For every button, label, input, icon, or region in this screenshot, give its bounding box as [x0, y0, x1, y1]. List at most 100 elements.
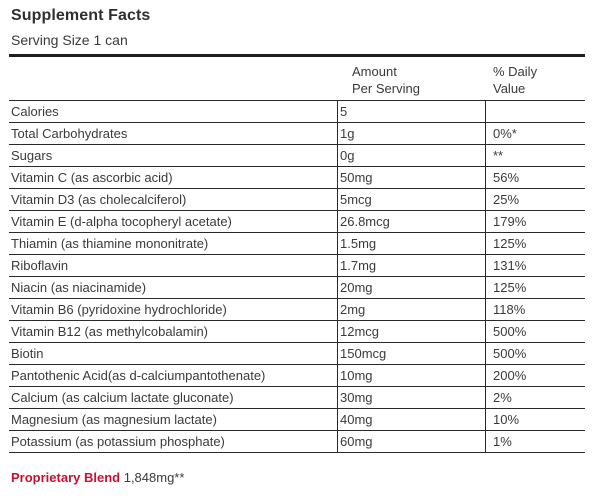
serving-size: Serving Size 1 can	[11, 32, 128, 48]
column-divider	[337, 211, 338, 232]
column-divider	[485, 123, 486, 144]
nutrient-amount: 1.5mg	[340, 236, 377, 251]
column-divider	[337, 123, 338, 144]
nutrient-daily-value: 131%	[493, 258, 527, 273]
header-rule	[9, 100, 585, 101]
nutrient-name: Sugars	[11, 148, 53, 163]
table-row: Total Carbohydrates 1g 0%*	[9, 123, 585, 145]
column-divider	[485, 101, 486, 122]
nutrient-name: Vitamin D3 (as cholecalciferol)	[11, 192, 187, 207]
table-row: Pantothenic Acid(as d-calciumpantothenat…	[9, 365, 585, 387]
nutrient-daily-value: 500%	[493, 346, 527, 361]
table-row: Calories 5	[9, 101, 585, 123]
amount-header-line1: Amount	[352, 64, 397, 79]
nutrient-amount: 12mcg	[340, 324, 380, 339]
nutrient-amount: 60mg	[340, 434, 373, 449]
facts-table: Calories 5 Total Carbohydrates 1g 0%* Sugars 0…	[9, 101, 585, 453]
nutrient-daily-value: 1%	[493, 434, 512, 449]
nutrient-amount: 2mg	[340, 302, 366, 317]
nutrient-amount: 30mg	[340, 390, 373, 405]
column-divider	[337, 387, 338, 408]
column-divider	[337, 431, 338, 452]
nutrient-name: Niacin (as niacinamide)	[11, 280, 147, 295]
nutrient-name: Thiamin (as thiamine mononitrate)	[11, 236, 209, 251]
column-divider	[485, 365, 486, 386]
daily-value-column-header: % Daily Value	[493, 63, 537, 97]
column-divider	[485, 387, 486, 408]
dv-header-line1: % Daily	[493, 64, 538, 79]
nutrient-amount: 50mg	[340, 170, 373, 185]
panel-title: Supplement Facts	[11, 7, 151, 24]
top-thick-rule	[9, 54, 585, 57]
nutrient-amount: 40mg	[340, 412, 373, 427]
nutrient-daily-value: **	[493, 148, 504, 163]
column-divider	[337, 409, 338, 430]
column-divider	[485, 409, 486, 430]
nutrient-daily-value: 179%	[493, 214, 527, 229]
nutrient-name: Vitamin C (as ascorbic acid)	[11, 170, 173, 185]
table-row: Vitamin E (d-alpha tocopheryl acetate) 26…	[9, 211, 585, 233]
nutrient-daily-value: 56%	[493, 170, 520, 185]
table-row: Magnesium (as magnesium lactate) 40mg 10%	[9, 409, 585, 431]
nutrient-name: Vitamin E (d-alpha tocopheryl acetate)	[11, 214, 232, 229]
nutrient-daily-value: 200%	[493, 368, 527, 383]
nutrient-amount: 20mg	[340, 280, 373, 295]
nutrient-daily-value: 125%	[493, 236, 527, 251]
blend-value: 1,848mg**	[123, 470, 185, 485]
amount-column-header: Amount Per Serving	[352, 63, 420, 97]
nutrient-name: Biotin	[11, 346, 44, 361]
nutrient-amount: 26.8mcg	[340, 214, 390, 229]
nutrient-name: Pantothenic Acid(as d-calciumpantothenat…	[11, 368, 266, 383]
column-divider	[485, 167, 486, 188]
nutrient-name: Magnesium (as magnesium lactate)	[11, 412, 217, 427]
nutrient-name: Total Carbohydrates	[11, 126, 128, 141]
table-row: Vitamin C (as ascorbic acid) 50mg 56%	[9, 167, 585, 189]
column-divider	[337, 101, 338, 122]
nutrient-name: Vitamin B6 (pyridoxine hydrochloride)	[11, 302, 227, 317]
column-divider	[485, 277, 486, 298]
column-divider	[485, 321, 486, 342]
table-row: Vitamin B6 (pyridoxine hydrochloride) 2mg…	[9, 299, 585, 321]
table-row: Potassium (as potassium phosphate) 60mg 1%	[9, 431, 585, 453]
nutrient-amount: 5mcg	[340, 192, 372, 207]
nutrient-name: Calcium (as calcium lactate gluconate)	[11, 390, 234, 405]
table-row: Calcium (as calcium lactate gluconate) 30…	[9, 387, 585, 409]
dv-header-line2: Value	[493, 81, 526, 96]
nutrient-daily-value: 25%	[493, 192, 520, 207]
nutrient-daily-value: 118%	[493, 302, 526, 317]
column-divider	[337, 321, 338, 342]
column-divider	[485, 189, 486, 210]
nutrient-daily-value: 0%*	[493, 126, 517, 141]
nutrient-daily-value: 2%	[493, 390, 512, 405]
table-row: Riboflavin 1.7mg 131%	[9, 255, 585, 277]
column-divider	[485, 233, 486, 254]
nutrient-name: Riboflavin	[11, 258, 69, 273]
column-divider	[337, 365, 338, 386]
column-divider	[337, 343, 338, 364]
column-divider	[337, 277, 338, 298]
column-divider	[337, 299, 338, 320]
column-divider	[485, 343, 486, 364]
nutrient-daily-value: 500%	[493, 324, 527, 339]
amount-header-line2: Per Serving	[352, 81, 420, 96]
column-divider	[337, 167, 338, 188]
blend-label: Proprietary Blend	[11, 470, 121, 485]
column-divider	[485, 255, 486, 276]
nutrient-amount: 1g	[340, 126, 355, 141]
column-divider	[485, 145, 486, 166]
table-row: Niacin (as niacinamide) 20mg 125%	[9, 277, 585, 299]
table-row: Thiamin (as thiamine mononitrate) 1.5mg 12…	[9, 233, 585, 255]
column-divider	[485, 211, 486, 232]
table-row: Vitamin B12 (as methylcobalamin) 12mcg 500…	[9, 321, 585, 343]
column-divider	[485, 431, 486, 452]
column-divider	[337, 233, 338, 254]
table-row: Vitamin D3 (as cholecalciferol) 5mcg 25%	[9, 189, 585, 211]
nutrient-name: Calories	[11, 104, 59, 119]
nutrient-amount: 10mg	[340, 368, 373, 383]
column-divider	[485, 299, 486, 320]
proprietary-blend: Proprietary Blend 1,848mg**	[11, 470, 184, 485]
column-divider	[337, 145, 338, 166]
nutrient-amount: 5	[340, 104, 348, 119]
table-row: Sugars 0g **	[9, 145, 585, 167]
column-divider	[337, 189, 338, 210]
